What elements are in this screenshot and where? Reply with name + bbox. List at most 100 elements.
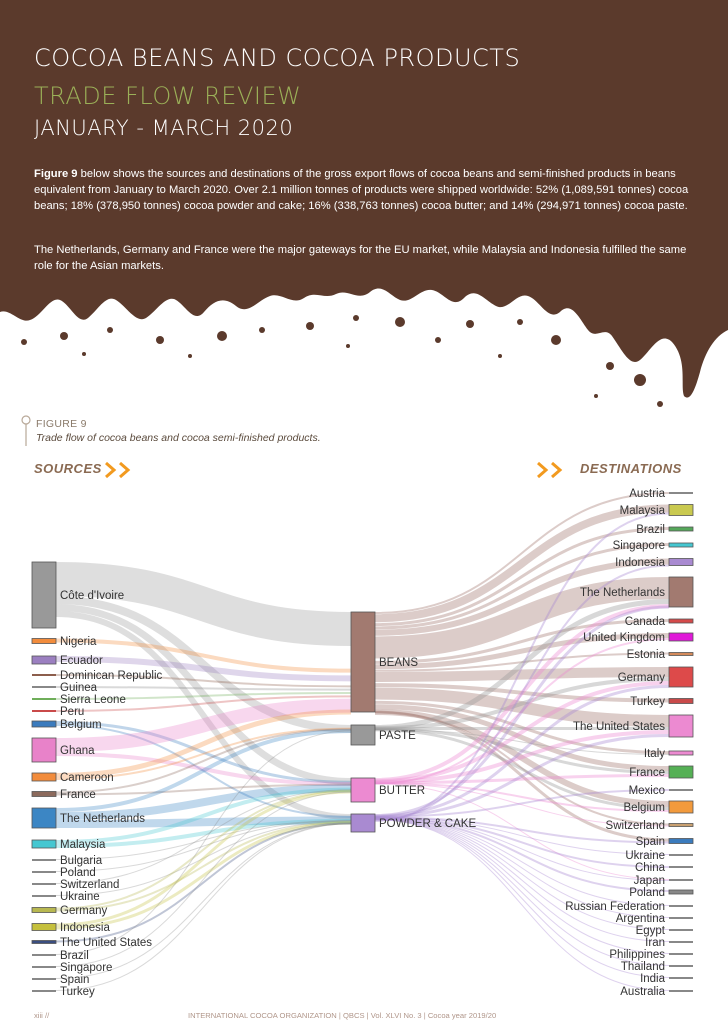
source-label-peru: Peru bbox=[60, 706, 84, 718]
flow-link bbox=[55, 724, 352, 818]
destination-node-estonia bbox=[668, 652, 694, 656]
source-label-switzerland: Switzerland bbox=[60, 879, 119, 891]
flow-link bbox=[55, 820, 352, 872]
header-background bbox=[0, 0, 728, 407]
flow-link bbox=[374, 819, 670, 991]
flow-link bbox=[55, 821, 352, 930]
flow-link bbox=[374, 817, 670, 892]
flow-link bbox=[374, 564, 670, 822]
flow-link bbox=[374, 709, 670, 807]
flow-link bbox=[55, 562, 352, 646]
destination-label-thailand: Thailand bbox=[621, 961, 665, 973]
flow-link bbox=[374, 558, 670, 636]
source-label-poland: Poland bbox=[60, 867, 96, 879]
source-node-france bbox=[31, 791, 57, 797]
flow-link bbox=[55, 818, 352, 848]
intro-paragraph-2: The Netherlands, Germany and France were… bbox=[34, 244, 687, 272]
flow-link bbox=[374, 817, 670, 906]
flow-link bbox=[374, 683, 670, 703]
flow-link bbox=[374, 774, 670, 785]
flow-links bbox=[55, 492, 670, 991]
source-label-ghana: Ghana bbox=[60, 745, 95, 757]
flow-link bbox=[55, 823, 352, 979]
source-node-the-united-states bbox=[31, 940, 57, 944]
flow-link bbox=[374, 727, 670, 774]
flow-link bbox=[374, 685, 670, 818]
destination-node-malaysia bbox=[668, 504, 694, 516]
source-label-malaysia: Malaysia bbox=[60, 839, 106, 851]
source-node-ecuador bbox=[31, 655, 57, 665]
flow-link bbox=[374, 730, 670, 785]
product-label-powder-cake: POWDER & CAKE bbox=[379, 818, 476, 830]
source-label-germany: Germany bbox=[60, 905, 108, 917]
flow-link bbox=[374, 681, 670, 784]
flow-link bbox=[55, 728, 352, 794]
source-label-brazil: Brazil bbox=[60, 950, 89, 962]
destinations-arrow-icon bbox=[537, 461, 563, 479]
destination-node-france bbox=[668, 765, 694, 779]
flow-link bbox=[374, 734, 670, 819]
flow-link bbox=[374, 818, 670, 942]
flow-link bbox=[374, 677, 670, 731]
flow-link bbox=[374, 783, 670, 880]
source-node-belgium bbox=[31, 720, 57, 728]
flow-link bbox=[374, 782, 670, 812]
flow-link bbox=[55, 787, 352, 844]
destination-label-austria: Austria bbox=[629, 488, 665, 500]
flow-link bbox=[374, 789, 670, 818]
flow-link bbox=[55, 791, 352, 967]
destination-label-iran: Iran bbox=[645, 937, 665, 949]
destination-label-france: France bbox=[629, 767, 665, 779]
source-label-turkey: Turkey bbox=[60, 986, 95, 998]
destination-node-switzerland bbox=[668, 823, 694, 827]
flow-link bbox=[374, 687, 670, 727]
flow-link bbox=[55, 727, 352, 780]
destination-label-brazil: Brazil bbox=[636, 524, 665, 536]
flow-link bbox=[55, 709, 352, 778]
flow-link bbox=[374, 543, 670, 630]
source-label-ecuador: Ecuador bbox=[60, 655, 103, 667]
product-node-beans bbox=[350, 611, 376, 713]
destination-label-poland: Poland bbox=[629, 887, 665, 899]
source-label-france: France bbox=[60, 789, 96, 801]
flow-link bbox=[55, 674, 352, 688]
flow-link bbox=[55, 789, 352, 910]
source-node-nigeria bbox=[31, 638, 57, 644]
destination-label-ukraine: Ukraine bbox=[625, 850, 665, 862]
flow-link bbox=[374, 619, 670, 664]
title-line-1: COCOA BEANS AND COCOA PRODUCTS bbox=[34, 44, 521, 72]
destination-node-germany bbox=[668, 666, 694, 688]
source-label-guinea: Guinea bbox=[60, 682, 98, 694]
flow-link bbox=[374, 783, 670, 827]
product-node-paste bbox=[350, 724, 376, 746]
destination-node-turkey bbox=[668, 698, 694, 704]
page-number: xiii // bbox=[34, 1011, 50, 1020]
destination-label-indonesia: Indonesia bbox=[615, 557, 665, 569]
source-label-bulgaria: Bulgaria bbox=[60, 855, 103, 867]
source-node-germany bbox=[31, 907, 57, 913]
destination-node-the-united-states bbox=[668, 714, 694, 738]
figure-caption: Trade flow of cocoa beans and cocoa semi… bbox=[36, 432, 321, 444]
source-label-the-netherlands: The Netherlands bbox=[60, 813, 145, 825]
flow-link bbox=[55, 820, 352, 896]
source-label-ukraine: Ukraine bbox=[60, 891, 100, 903]
destination-label-turkey: Turkey bbox=[630, 696, 665, 708]
flow-link bbox=[374, 577, 670, 659]
flow-link bbox=[55, 611, 352, 820]
flow-link bbox=[55, 656, 352, 682]
flow-link bbox=[374, 638, 670, 785]
flow-link bbox=[55, 752, 352, 786]
destination-label-italy: Italy bbox=[644, 748, 665, 760]
flow-link bbox=[55, 822, 352, 943]
flow-link bbox=[55, 820, 352, 860]
flow-link bbox=[374, 818, 670, 930]
flow-link bbox=[374, 700, 670, 754]
destination-label-singapore: Singapore bbox=[613, 540, 665, 552]
sources-arrow-icon bbox=[105, 461, 131, 479]
flow-link bbox=[374, 652, 670, 672]
flow-link bbox=[55, 695, 352, 712]
destination-label-japan: Japan bbox=[634, 875, 665, 887]
intro-paragraph-1: Figure 9 below shows the sources and des… bbox=[34, 166, 694, 214]
destination-label-canada: Canada bbox=[625, 616, 666, 628]
